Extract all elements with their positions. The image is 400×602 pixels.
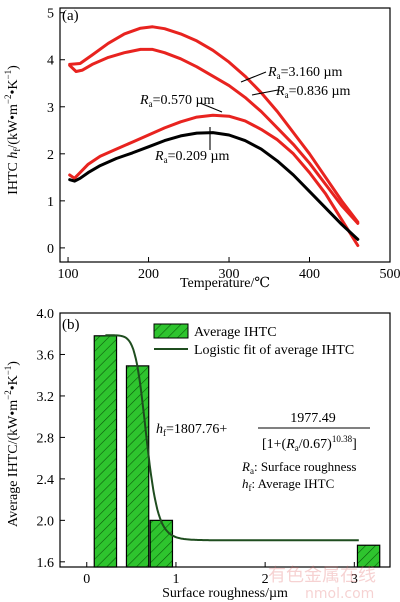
panel-a-ytick-label: 4 — [47, 54, 54, 69]
series-line-1 — [68, 47, 360, 225]
bar-1 — [125, 365, 150, 568]
panel-b-ytick-label: 2.8 — [37, 431, 55, 446]
legend-label-fit: Logistic fit of average IHTC — [194, 343, 354, 358]
panel-a-ytick-label: 3 — [47, 101, 54, 116]
series-line-3 — [68, 131, 360, 241]
bar-3 — [356, 544, 381, 568]
panel-b-ytick-label: 3.6 — [37, 348, 55, 363]
note-ihtc: hf: Average IHTC — [242, 476, 334, 493]
panel-a-xtick-label: 400 — [299, 267, 320, 282]
panel-a-label: (a) — [62, 8, 79, 24]
panel-b-xtick-label: 1 — [172, 572, 179, 587]
legend-swatch-bar — [153, 323, 189, 339]
annotation-pointer-0570 — [199, 102, 223, 113]
bar-2 — [149, 519, 174, 568]
watermark: 有色金属在线 nmol.com — [268, 565, 376, 602]
watermark-line2: nmol.com — [305, 586, 374, 602]
panel-a-axes — [59, 7, 391, 263]
equation-lhs: hf=1807.76+ — [156, 422, 227, 438]
series-label-3160: Ra=3.160 µm — [267, 65, 343, 81]
series-label-0570: Ra=0.570 µm — [139, 93, 215, 109]
legend-label-bar: Average IHTC — [194, 325, 277, 340]
panel-b-xtick-label: 0 — [83, 572, 90, 587]
panel-a-tick-labels: 100 200 300 400 500 0 1 2 3 4 5 — [47, 7, 400, 282]
panel-b-tick-labels: 0 1 2 3 1.6 2.0 2.4 2.8 3.2 3.6 4.0 — [37, 307, 358, 587]
panel-b-ytick-label: 3.2 — [37, 390, 55, 405]
panel-a-line-chart: 100 200 300 400 500 0 1 2 3 4 5 (a) Ra=3.160 µm Ra… — [3, 7, 400, 291]
panel-a-xtick-label: 500 — [380, 267, 400, 282]
panel-b-xtick-label: 3 — [351, 572, 358, 587]
panel-a-ytick-label: 5 — [47, 7, 54, 22]
panel-b-label: (b) — [62, 317, 80, 333]
panel-b-legend: Average IHTC Logistic fit of average IHT… — [153, 323, 354, 358]
panel-a-xtick-label: 100 — [58, 267, 79, 282]
panel-a-ytick-label: 2 — [47, 148, 54, 163]
panel-a-frame — [59, 7, 391, 263]
panel-a-xtick-label: 300 — [219, 267, 240, 282]
equation-numerator: 1977.49 — [290, 411, 336, 426]
panel-b-xlabel: Surface roughness/µm — [162, 586, 288, 601]
panel-b-ytick-label: 2.4 — [37, 473, 55, 488]
panel-b-ytick-label: 1.6 — [37, 556, 55, 571]
panel-a-xtick-label: 200 — [138, 267, 159, 282]
equation-denominator: [1+(Ra/0.67)10.38] — [262, 434, 357, 453]
bar-0 — [93, 335, 118, 568]
fit-equation: hf=1807.76+ 1977.49 [1+(Ra/0.67)10.38] — [156, 411, 370, 453]
panel-b-ylabel: Average IHTC/(kW•m−2•K−1) — [3, 361, 21, 527]
panel-b-fit-curve — [105, 334, 359, 542]
panel-a-series — [68, 25, 360, 247]
series-line-2 — [68, 113, 360, 247]
series-line-0 — [68, 25, 360, 224]
annotation-pointer-0836 — [251, 89, 279, 96]
panel-b-ytick-label: 2.0 — [37, 514, 55, 529]
panel-b-ytick-label: 4.0 — [37, 307, 55, 322]
fit-curve-line — [105, 334, 359, 542]
note-roughness: Ra: Surface roughness — [241, 459, 356, 476]
panel-b-frame — [59, 312, 391, 568]
watermark-line1: 有色金属在线 — [268, 565, 376, 586]
panel-a-xlabel: Temperature/℃ — [180, 276, 270, 291]
panel-b-xtick-label: 2 — [262, 572, 269, 587]
panel-b-axes — [59, 312, 391, 568]
panel-a-ytick-label: 0 — [47, 242, 54, 257]
series-label-0836: Ra=0.836 µm — [275, 84, 351, 100]
panel-a-ytick-label: 1 — [47, 195, 54, 210]
series-label-0209: Ra=0.209 µm — [154, 149, 230, 165]
panel-a-ylabel: IHTC hf/(kW•m−2•K−1) — [3, 65, 22, 195]
panel-b-bar-chart: 0 1 2 3 1.6 2.0 2.4 2.8 3.2 3.6 4.0 (b) Average IH… — [3, 307, 391, 601]
annotation-pointer-3160 — [240, 71, 267, 83]
